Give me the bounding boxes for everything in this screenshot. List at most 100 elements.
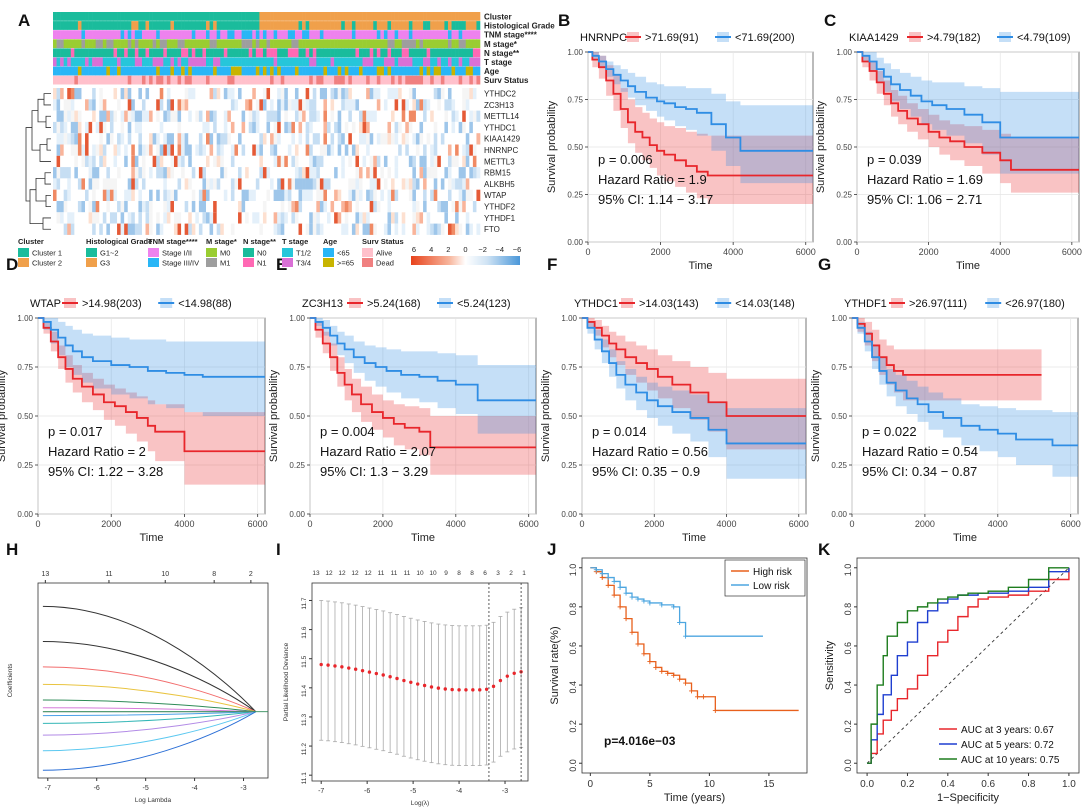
heat-cell [255,110,260,122]
deviance-point [471,688,475,692]
heat-cell [81,201,86,213]
annotation-cell [95,75,100,85]
annotation-cell [376,66,381,76]
annotation-cell [270,21,274,30]
annotation-cell [124,66,129,76]
heat-cell [376,212,381,224]
heat-cell [447,144,452,156]
heat-cell [273,99,278,111]
heat-cell [227,88,232,100]
heat-cell [369,155,374,168]
annotation-cell [166,48,171,58]
annotation-cell [156,48,161,58]
heat-cell [60,212,64,224]
heat-cell [401,167,406,179]
heat-cell [387,133,392,145]
x-tick-label: 0.2 [901,779,915,790]
ci-band-low [852,318,1078,477]
heat-cell [60,155,64,168]
heat-cell [152,88,157,100]
annotation-cell [419,30,424,39]
heat-cell [433,223,438,235]
annotation-cell [159,39,164,49]
heat-cell [156,178,161,190]
annotation-cell [67,48,72,58]
heat-cell [245,144,250,156]
annotation-cell [163,57,168,67]
heat-cell [451,121,456,134]
annotation-cell [216,75,221,85]
annotation-cell [423,57,427,67]
heat-cell [184,144,189,156]
heat-cell [163,121,168,134]
annotation-cell [202,57,207,67]
heat-cell [56,201,61,213]
heat-cell [77,121,82,134]
annotation-cell [319,21,324,30]
top-tick-label: 12 [325,570,333,577]
annotation-cell [355,48,360,58]
heat-cell [415,155,420,168]
annotation-cell [195,48,200,58]
heat-cell [198,189,203,201]
heat-cell [141,99,146,111]
annotation-cell [426,48,431,58]
heat-cell [56,189,61,201]
heat-cell [56,88,61,100]
annotation-cell [433,39,438,49]
annotation-cell [206,30,210,39]
heat-cell [319,155,324,168]
heat-cell [323,189,328,201]
heat-cell [287,167,292,179]
heat-cell [270,212,274,224]
censor-mark [599,571,605,577]
annotation-cell [362,21,367,30]
heat-cell [227,189,232,201]
heat-cell [181,88,185,100]
heat-cell [447,201,452,213]
heat-cell [405,133,410,145]
heat-cell [163,223,168,235]
heat-cell [248,110,253,122]
heat-cell [60,167,64,179]
heat-cell [423,121,427,134]
heat-cell [426,88,431,100]
annotation-cell [426,39,431,49]
gene-label: METTL3 [484,157,515,166]
heat-cell [469,223,474,235]
heat-cell [376,223,381,235]
annotation-cell [430,21,435,30]
annotation-cell [149,66,153,76]
annotation-cell [113,21,118,30]
heat-cell [465,88,470,100]
heat-cell [337,121,342,134]
heat-cell [177,189,182,201]
heat-cell [209,189,214,201]
deviance-point [360,668,365,673]
color-scale-tick: 2 [446,245,450,254]
heat-cell [444,201,449,213]
deviance-point [498,678,503,683]
heat-cell [252,133,257,145]
annotation-cell [319,48,324,58]
heat-cell [138,189,143,201]
heat-cell [131,223,136,235]
heat-cell [227,110,232,122]
annotation-cell [359,48,363,58]
annotation-cell [63,75,68,85]
annotation-cell [252,66,257,76]
survival-line-low [38,317,265,378]
heat-cell [173,178,178,190]
y-axis-label: Survival probability [268,369,280,462]
annotation-cell [156,66,161,76]
heat-cell [156,189,161,201]
annotation-cell [227,39,232,49]
heat-cell [277,110,282,122]
heat-cell [348,212,353,224]
heat-cell [56,167,61,179]
annotation-cell [109,48,114,58]
annotation-cell [159,75,164,85]
y-tick-label: 0.75 [831,363,847,372]
stat-text: 95% CI: 1.06 − 2.71 [867,192,982,207]
heat-cell [351,189,356,201]
